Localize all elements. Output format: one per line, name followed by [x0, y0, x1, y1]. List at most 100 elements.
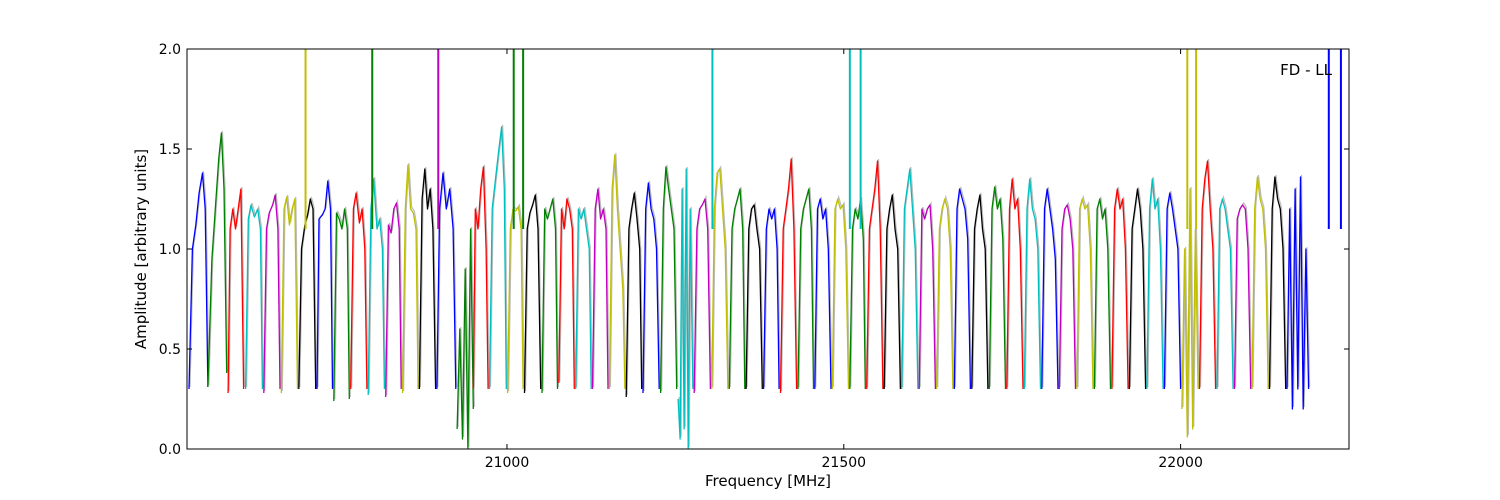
series-line-46: [988, 186, 1007, 390]
series-line-4: [263, 194, 281, 394]
x-tick-label: 21000: [485, 455, 530, 471]
series-line-41: [901, 168, 919, 390]
series-line-63: [1286, 176, 1310, 410]
series-shadow-14: [437, 170, 458, 388]
series-shadow-62: [1269, 174, 1288, 388]
series-shadow-50: [1059, 201, 1078, 388]
series-shadow-30: [712, 165, 730, 388]
series-line-51: [1076, 198, 1094, 390]
series-line-6: [298, 198, 317, 390]
series-line-28: [677, 168, 694, 449]
series-shadow-27: [661, 164, 679, 392]
series-shadow-48: [1024, 176, 1043, 388]
series-shadow-16: [473, 164, 490, 388]
series-shadow-54: [1129, 186, 1148, 388]
series-line-61: [1251, 176, 1269, 390]
series-line-15: [456, 228, 474, 449]
series-line-50: [1058, 204, 1077, 390]
series-line-10: [367, 178, 386, 396]
series-shadow-61: [1252, 174, 1270, 388]
series-shadow-58: [1199, 158, 1218, 388]
x-axis-label: Frequency [MHz]: [705, 472, 831, 490]
series-shadow-56: [1164, 190, 1183, 388]
series-shadow-41: [902, 166, 920, 388]
y-axis-label: Amplitude [arbitrary units]: [132, 149, 150, 349]
series-shadow-45: [972, 192, 990, 388]
series-line-16: [472, 166, 489, 390]
tick-layer: 21000 21500 22000 0.0 0.5 1.0 1.5 2.0: [159, 42, 1349, 471]
series-shadow-15: [457, 226, 475, 448]
series-line-47: [1006, 178, 1024, 390]
series-shadow-6: [299, 196, 318, 388]
series-line-44: [953, 188, 972, 390]
series-shadow-13: [419, 166, 438, 388]
series-line-25: [625, 192, 643, 398]
series-line-22: [575, 208, 592, 390]
y-tick-label: 0.5: [159, 342, 181, 358]
series-shadow-22: [576, 206, 593, 388]
series-line-36: [814, 198, 832, 390]
series-shadow-8: [334, 206, 351, 400]
series-line-2: [227, 188, 245, 394]
series-line-17: [488, 126, 507, 390]
x-tick-label: 22000: [1158, 455, 1203, 471]
series-line-7: [316, 180, 334, 390]
series-line-9: [350, 192, 368, 390]
series-shadow-17: [489, 124, 508, 388]
series-line-5: [280, 196, 299, 394]
series-line-23: [591, 188, 609, 390]
series-shadow-32: [746, 201, 764, 388]
series-shadow-24: [609, 152, 627, 388]
series-line-59: [1216, 198, 1234, 390]
series-line-11: [385, 202, 402, 398]
series-shadow-26: [643, 180, 661, 392]
series-line-13: [418, 168, 437, 390]
series-shadow-63: [1287, 174, 1311, 408]
series-line-19: [523, 194, 542, 394]
y-tick-label: 0.0: [159, 442, 181, 458]
series-shadow-40: [884, 192, 902, 388]
series-line-29: [693, 198, 712, 394]
series-line-54: [1128, 188, 1147, 390]
series-line-39: [866, 160, 884, 390]
series-line-43: [936, 198, 954, 390]
series-shadow-25: [626, 190, 644, 396]
series-line-60: [1233, 204, 1252, 390]
series-line-26: [642, 182, 660, 394]
series-shadow-1: [208, 130, 229, 386]
series-line-12: [401, 164, 419, 394]
y-tick-label: 1.0: [159, 242, 181, 258]
series-line-38: [849, 198, 866, 390]
panel-annotation: FD - LL: [1280, 61, 1332, 79]
series-line-34: [779, 158, 798, 394]
series-shadow-49: [1042, 186, 1060, 388]
series-line-49: [1041, 188, 1059, 390]
x-tick-label: 21500: [822, 455, 867, 471]
series-line-14: [436, 172, 457, 390]
series-line-21: [558, 198, 575, 390]
series-shadow-12: [403, 162, 420, 392]
series-shadow-38: [850, 196, 867, 388]
series-shadow-43: [937, 194, 955, 388]
series-line-52: [1093, 198, 1112, 390]
series-shadow-39: [867, 158, 885, 388]
series-shadow-21: [559, 196, 576, 388]
series-line-31: [728, 188, 746, 390]
series-line-27: [659, 166, 678, 394]
y-tick-label: 1.5: [159, 142, 181, 158]
series-shadow-0: [189, 170, 210, 388]
series-layer: [188, 49, 1342, 449]
series-line-1: [207, 132, 228, 388]
series-line-0: [188, 172, 209, 390]
series-line-48: [1023, 178, 1042, 390]
series-line-20: [541, 198, 559, 394]
series-line-56: [1163, 192, 1182, 390]
series-line-42: [918, 204, 937, 390]
series-line-45: [971, 194, 989, 390]
series-line-55: [1146, 178, 1164, 390]
series-line-40: [883, 194, 902, 390]
series-line-37: [831, 198, 850, 390]
series-line-33: [762, 208, 780, 390]
